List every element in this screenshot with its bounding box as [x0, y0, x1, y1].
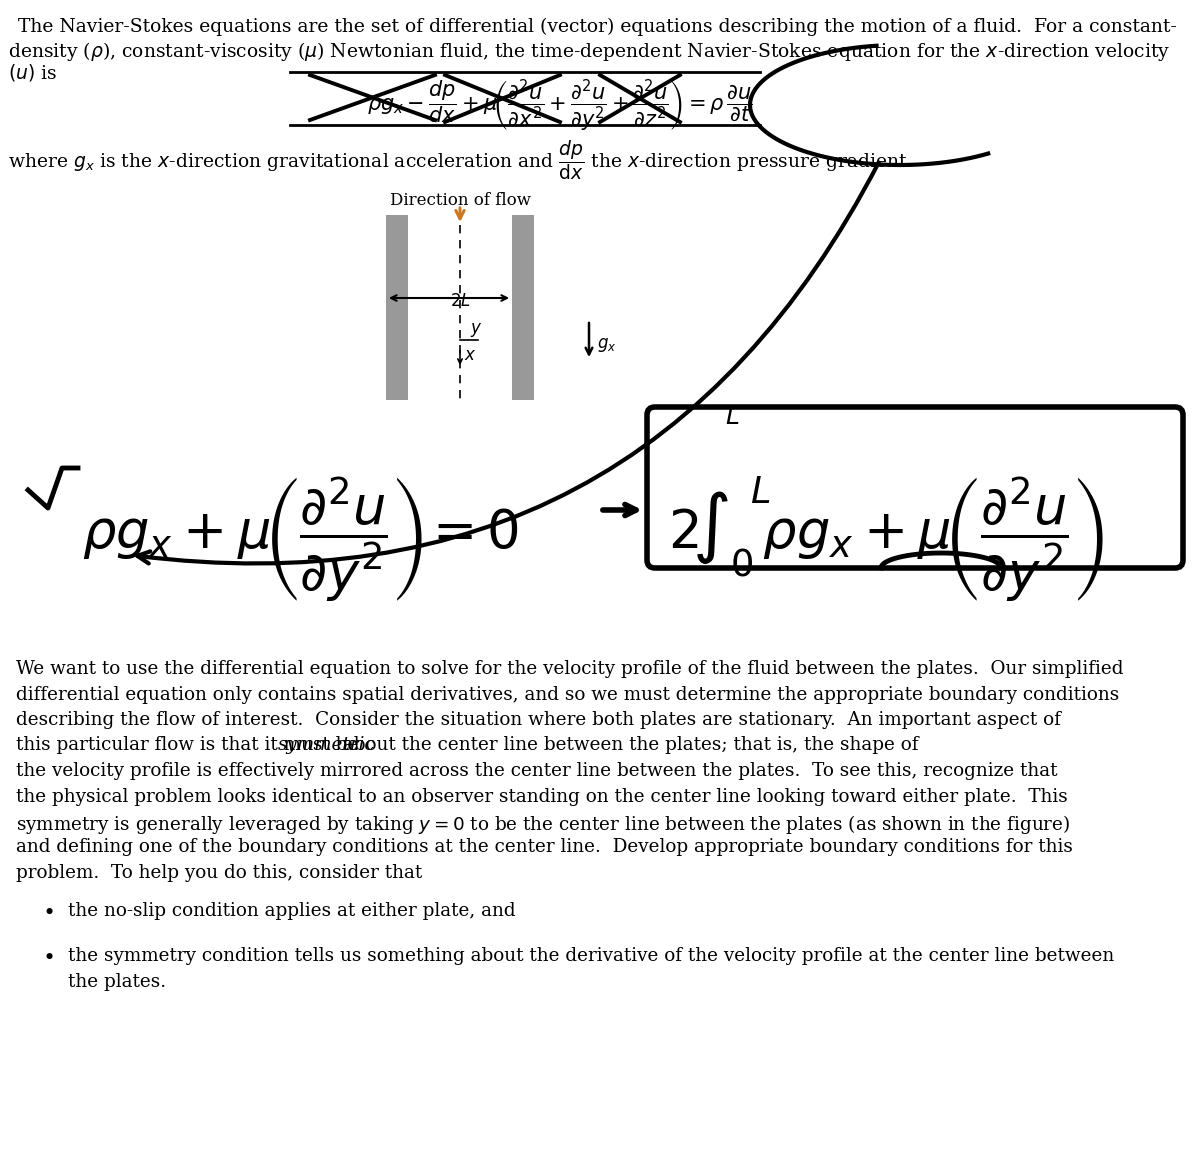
Text: differential equation only contains spatial derivatives, and so we must determin: differential equation only contains spat… — [16, 686, 1120, 703]
Text: problem.  To help you do this, consider that: problem. To help you do this, consider t… — [16, 863, 422, 882]
Text: $\bullet$: $\bullet$ — [42, 902, 54, 921]
Text: the no-slip condition applies at either plate, and: the no-slip condition applies at either … — [68, 902, 516, 920]
Text: and defining one of the boundary conditions at the center line.  Develop appropr: and defining one of the boundary conditi… — [16, 839, 1073, 856]
Text: Direction of flow: Direction of flow — [390, 192, 530, 209]
Text: $x$: $x$ — [464, 347, 476, 365]
Text: the velocity profile is effectively mirrored across the center line between the : the velocity profile is effectively mirr… — [16, 762, 1057, 780]
Text: the physical problem looks identical to an observer standing on the center line : the physical problem looks identical to … — [16, 787, 1068, 805]
Text: the symmetry condition tells us something about the derivative of the velocity p: the symmetry condition tells us somethin… — [68, 948, 1115, 965]
Text: density ($\rho$), constant-viscosity ($\mu$) Newtonian fluid, the time-dependent: density ($\rho$), constant-viscosity ($\… — [8, 40, 1170, 63]
Text: $2L$: $2L$ — [450, 292, 470, 310]
Text: describing the flow of interest.  Consider the situation where both plates are s: describing the flow of interest. Conside… — [16, 711, 1061, 729]
Text: symmetric: symmetric — [278, 736, 376, 755]
Text: $g_x$: $g_x$ — [598, 336, 617, 355]
Text: about the center line between the plates; that is, the shape of: about the center line between the plates… — [337, 736, 918, 755]
Text: $(u)$ is: $(u)$ is — [8, 62, 58, 83]
Text: $2\!\int_0^{\,\,L}\!\rho g_x + \mu\!\left(\dfrac{\partial^2 u}{\partial y^2}\rig: $2\!\int_0^{\,\,L}\!\rho g_x + \mu\!\lef… — [668, 475, 1104, 605]
Text: We want to use the differential equation to solve for the velocity profile of th: We want to use the differential equation… — [16, 660, 1123, 677]
Text: this particular flow is that it must be: this particular flow is that it must be — [16, 736, 364, 755]
Text: $\rho g_x - \dfrac{dp}{dx} + \mu\!\left(\dfrac{\partial^2 u}{\partial x^2} + \df: $\rho g_x - \dfrac{dp}{dx} + \mu\!\left(… — [367, 78, 752, 135]
Bar — [386, 215, 408, 400]
Text: where $g_x$ is the $x$-direction gravitational acceleration and $\dfrac{dp}{\mat: where $g_x$ is the $x$-direction gravita… — [8, 138, 912, 181]
Text: $\rho g_x + \mu\!\left(\dfrac{\partial^2 u}{\partial y^2}\right)\!=0$: $\rho g_x + \mu\!\left(\dfrac{\partial^2… — [82, 475, 518, 604]
Text: $L$: $L$ — [725, 405, 739, 429]
Bar — [512, 215, 534, 400]
Text: symmetry is generally leveraged by taking $y = 0$ to be the center line between : symmetry is generally leveraged by takin… — [16, 813, 1070, 837]
Text: the plates.: the plates. — [68, 973, 166, 991]
Text: $\bullet$: $\bullet$ — [42, 948, 54, 966]
Text: The Navier-Stokes equations are the set of differential (vector) equations descr: The Navier-Stokes equations are the set … — [18, 18, 1177, 36]
Text: $y$: $y$ — [470, 321, 482, 339]
